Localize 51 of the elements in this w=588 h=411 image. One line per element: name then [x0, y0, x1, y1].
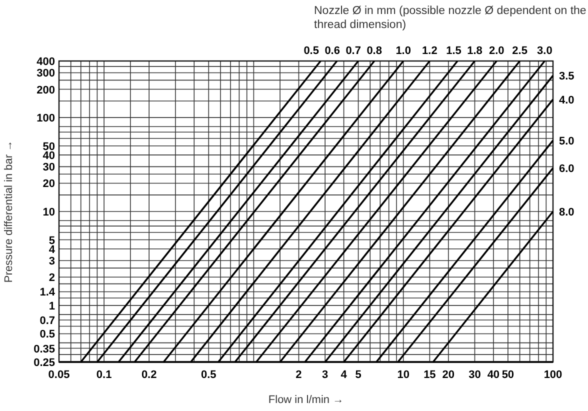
- series-label: 2.0: [488, 45, 504, 57]
- series-label: 3.0: [537, 45, 552, 57]
- x-tick-label: 5: [355, 369, 362, 381]
- y-tick-label: 1: [48, 300, 55, 312]
- series-label: 0.5: [304, 45, 319, 57]
- y-tick-label: 40: [42, 150, 55, 162]
- x-tick-label: 50: [502, 369, 514, 381]
- series-label: 1.2: [422, 45, 438, 57]
- y-tick-label: 0.5: [40, 328, 55, 341]
- y-tick-label: 0.7: [40, 314, 55, 327]
- y-tick-label: 400: [36, 56, 55, 68]
- x-tick-label: 10: [397, 369, 410, 381]
- series-label: 5.0: [559, 135, 574, 148]
- x-tick-label: 0.2: [141, 369, 157, 381]
- x-tick-label: 100: [544, 369, 562, 381]
- series-label: 1.8: [467, 45, 482, 57]
- y-tick-label: 1.4: [40, 286, 56, 299]
- x-tick-label: 0.5: [201, 369, 216, 381]
- x-tick-label: 30: [468, 369, 481, 381]
- series-label: 2.5: [512, 45, 528, 57]
- y-tick-label: 10: [42, 206, 55, 218]
- series-label: 0.8: [366, 45, 382, 57]
- y-axis-title: Pressure differential in bar →: [3, 140, 15, 283]
- series-label: 1.0: [396, 45, 411, 57]
- y-tick-label: 30: [42, 162, 55, 174]
- x-tick-label: 0.1: [96, 369, 112, 381]
- y-tick-label: 100: [36, 112, 55, 125]
- chart-title: Nozzle Ø in mm (possible nozzle Ø dependent on the thread dimension): [314, 5, 586, 31]
- series-label: 8.0: [559, 206, 574, 218]
- x-axis-title: Flow in l/min →: [268, 394, 344, 406]
- series-label: 0.6: [324, 45, 340, 57]
- y-tick-label: 20: [42, 178, 55, 190]
- series-label: 3.5: [559, 70, 574, 83]
- y-tick-label: 2: [48, 272, 55, 284]
- y-tick-label: 300: [36, 68, 55, 80]
- series-label: 4.0: [559, 94, 574, 106]
- x-tick-label: 20: [442, 369, 455, 381]
- x-tick-label: 15: [424, 369, 436, 381]
- x-tick-label: 3: [322, 369, 328, 381]
- series-label: 6.0: [559, 163, 574, 176]
- x-tick-label: 2: [296, 369, 302, 381]
- series-label: 0.7: [346, 45, 361, 57]
- y-tick-label: 200: [36, 84, 55, 96]
- x-tick-label: 0.05: [48, 369, 70, 381]
- y-tick-label: 4: [48, 244, 56, 256]
- y-tick-label: 3: [48, 256, 55, 268]
- x-tick-label: 4: [340, 369, 348, 381]
- y-tick-label: 0.25: [34, 357, 55, 369]
- x-tick-label: 40: [487, 369, 500, 381]
- series-label: 1.5: [446, 45, 462, 57]
- y-tick-label: 0.35: [34, 343, 55, 356]
